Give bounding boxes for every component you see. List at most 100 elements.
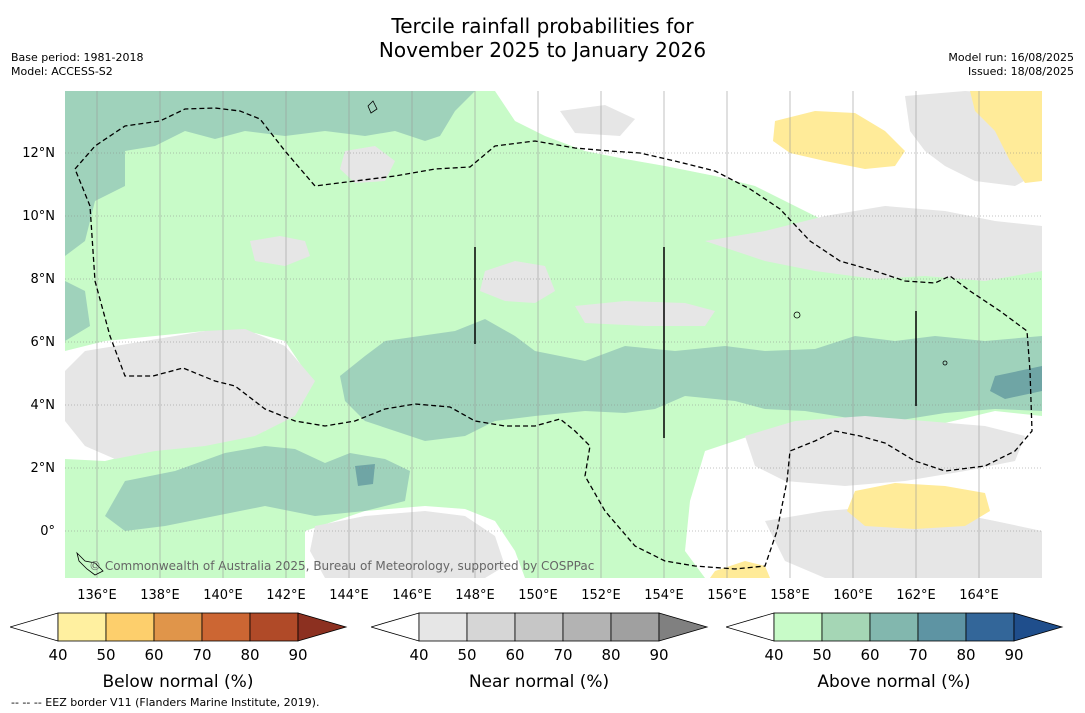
near-normal-region-central-east (575, 301, 715, 326)
lat-label-6n: 6°N (30, 335, 56, 350)
colorbar-segment (418, 612, 468, 642)
issued-text: Issued: 18/08/2025 (967, 65, 1074, 78)
legend-below-normal: 40 50 60 70 80 90 Below normal (%) (8, 611, 350, 692)
colorbar-segment (869, 612, 919, 642)
colorbar-segment (249, 612, 299, 642)
map-vertical-markers (474, 247, 917, 438)
colorbar-tick-label: 70 (553, 646, 572, 664)
map-gridlines (65, 152, 1042, 532)
colorbar-2: 40 50 60 70 80 90 Above normal (%) (724, 612, 1064, 692)
near-normal-region-west (65, 329, 315, 459)
colorbar-left-extension (369, 612, 420, 642)
colorbar-tick-label: 50 (457, 646, 476, 664)
colorbar-segment (562, 612, 612, 642)
colorbar-segment (773, 612, 823, 642)
colorbar-1: 40 50 60 70 80 90 Near normal (%) (369, 612, 709, 692)
near-normal-region-southeast (745, 416, 1025, 486)
lon-label-140e: 140°E (203, 588, 243, 603)
lon-label-164e: 164°E (959, 588, 999, 603)
colorbar-tick-label: 80 (956, 646, 975, 664)
colorbar-right-extension (1013, 612, 1064, 642)
lon-label-142e: 142°E (266, 588, 306, 603)
colorbar-tick-label: 90 (649, 646, 668, 664)
lon-label-158e: 158°E (770, 588, 810, 603)
model-run-text: Model run: 16/08/2025 (948, 51, 1074, 64)
lat-label-0: 0° (40, 524, 55, 539)
map-copyright-text: © Commonwealth of Australia 2025, Bureau… (89, 559, 594, 573)
lon-label-136e: 136°E (77, 588, 117, 603)
colorbar-segment (466, 612, 516, 642)
lat-label-12n: 12°N (22, 146, 55, 161)
colorbar-tick-label: 60 (144, 646, 163, 664)
colorbar-0: 40 50 60 70 80 90 Below normal (%) (8, 612, 348, 692)
colorbar-tick-label: 40 (764, 646, 783, 664)
above-normal-50-band-central (340, 319, 1042, 441)
eez-border (74, 107, 1033, 570)
lon-label-156e: 156°E (707, 588, 747, 603)
below-normal-region-south (710, 561, 770, 578)
lat-label-10n: 10°N (22, 209, 55, 224)
colorbar-title: Near normal (%) (469, 672, 609, 691)
eez-footnote: -- -- -- EEZ border V11 (Flanders Marine… (11, 696, 320, 709)
colorbar-left-extension (8, 612, 59, 642)
lon-label-138e: 138°E (140, 588, 180, 603)
colorbar-segment (201, 612, 251, 642)
colorbar-segment (105, 612, 155, 642)
map-panel: © Commonwealth of Australia 2025, Bureau… (65, 91, 1042, 578)
near-normal-region-northeast (560, 105, 635, 136)
below-normal-region-north-east-edge (970, 91, 1042, 183)
colorbar-tick-label: 70 (192, 646, 211, 664)
colorbar-segment (57, 612, 107, 642)
colorbar-segment (917, 612, 967, 642)
near-normal-region-central (480, 261, 555, 303)
colorbar-tick-label: 60 (860, 646, 879, 664)
legend-near-normal: 40 50 60 70 80 90 Near normal (%) (369, 611, 711, 692)
colorbar-right-extension (297, 612, 348, 642)
lon-label-150e: 150°E (518, 588, 558, 603)
colorbar-tick-label: 50 (812, 646, 831, 664)
colorbar-title: Below normal (%) (103, 672, 254, 691)
probability-map: © Commonwealth of Australia 2025, Bureau… (65, 91, 1042, 578)
colorbar-left-extension (724, 612, 775, 642)
colorbar-tick-label: 40 (409, 646, 428, 664)
below-normal-region-northeast (773, 111, 905, 169)
colorbar-segment (821, 612, 871, 642)
lat-label-2n: 2°N (30, 461, 56, 476)
lon-label-154e: 154°E (644, 588, 684, 603)
near-normal-region-south (310, 511, 505, 578)
colorbar-segment (514, 612, 564, 642)
islands (76, 100, 948, 576)
colorbar-tick-label: 80 (601, 646, 620, 664)
near-normal-region-south-east-bottom (765, 506, 1042, 578)
colorbar-tick-label: 90 (288, 646, 307, 664)
colorbar-title: Above normal (%) (817, 672, 970, 691)
above-normal-50-region-northwest (65, 91, 475, 256)
above-normal-60-patch-east (990, 366, 1042, 399)
above-normal-50-region-west (65, 281, 90, 341)
above-normal-50-region-south (105, 446, 410, 531)
lon-label-148e: 148°E (455, 588, 495, 603)
colorbar-right-extension (658, 612, 709, 642)
legend-above-normal: 40 50 60 70 80 90 Above normal (%) (724, 611, 1066, 692)
colorbar-tick-label: 90 (1004, 646, 1023, 664)
colorbar-segment (153, 612, 203, 642)
colorbar-tick-label: 80 (240, 646, 259, 664)
near-normal-region-northwest-small (250, 236, 310, 266)
lat-label-4n: 4°N (30, 398, 56, 413)
lon-label-144e: 144°E (329, 588, 369, 603)
lat-label-8n: 8°N (30, 272, 56, 287)
colorbar-tick-label: 60 (505, 646, 524, 664)
base-period-text: Base period: 1981-2018 (11, 51, 144, 64)
lon-label-160e: 160°E (833, 588, 873, 603)
model-text: Model: ACCESS-S2 (11, 65, 113, 78)
near-normal-region-east (705, 206, 1042, 281)
colorbar-tick-label: 40 (48, 646, 67, 664)
below-normal-region-southeast (847, 483, 990, 529)
lon-label-162e: 162°E (896, 588, 936, 603)
colorbar-tick-label: 50 (96, 646, 115, 664)
above-normal-60-patch-south (355, 464, 375, 486)
lon-label-146e: 146°E (392, 588, 432, 603)
near-normal-region-north-small (340, 146, 395, 183)
map-title-line2: November 2025 to January 2026 (378, 38, 707, 62)
map-title-line1: Tercile rainfall probabilities for (391, 14, 694, 38)
